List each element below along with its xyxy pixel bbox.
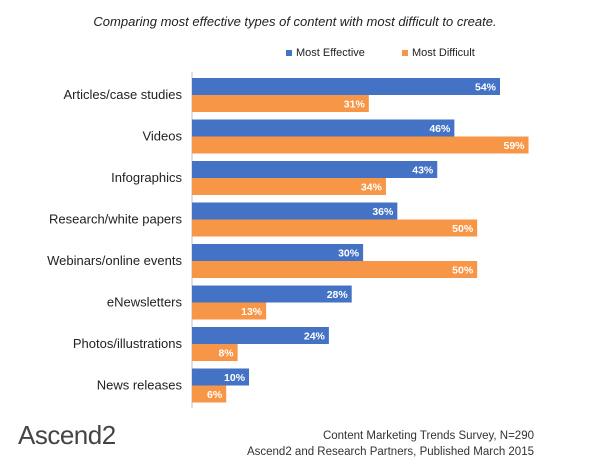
category-label: eNewsletters [107,295,183,310]
chart-footer: Content Marketing Trends Survey, N=290 A… [247,428,534,460]
data-label: 13% [241,306,263,318]
category-label: Research/white papers [49,212,182,227]
bar-most-difficult [192,136,529,154]
data-label: 34% [361,182,383,194]
data-label: 50% [452,265,474,277]
bar-chart: Articles/case studies 54% 31% Videos 46% 59% I… [47,47,529,408]
bar-most-effective [192,285,352,303]
bar-most-difficult [192,261,478,278]
data-label: 36% [372,206,394,218]
category-label: Articles/case studies [64,87,183,102]
data-label: 30% [338,248,360,260]
data-label: 46% [429,123,451,135]
category-label: Infographics [111,170,182,185]
data-label: 43% [412,165,434,177]
legend-label: Most Difficult [412,47,475,59]
data-label: 24% [304,331,326,343]
data-label: 8% [218,348,234,360]
legend-swatch-most-difficult [402,50,408,56]
bar-most-effective [192,119,455,137]
bar-most-effective [192,327,329,344]
data-label: 31% [344,99,366,111]
bar-most-effective [192,244,364,261]
data-label: 10% [224,372,246,384]
bar-most-difficult [192,219,478,237]
legend-swatch-most-effective [286,50,292,56]
chart-title: Comparing most effective types of conten… [93,14,497,29]
bar-most-effective [192,78,500,95]
source-line-1: Content Marketing Trends Survey, N=290 [322,430,534,442]
bar-most-difficult [192,178,386,195]
bar-most-difficult [192,344,238,361]
bar-most-effective [192,161,438,178]
data-label: 59% [504,140,526,152]
data-label: 54% [475,82,497,94]
category-label: News releases [97,378,183,393]
ascend2-logo: Ascend2 [18,420,116,450]
bar-most-effective [192,368,250,386]
data-label: 28% [327,289,349,301]
source-line-2: Ascend2 and Research Partners, Published… [246,446,534,458]
data-label: 50% [452,223,474,235]
category-label: Photos/illustrations [73,336,183,351]
bar-most-difficult [192,385,227,403]
legend-label: Most Effective [296,47,365,59]
bar-most-difficult [192,95,369,112]
category-label: Videos [142,129,182,144]
data-label: 6% [207,389,223,401]
bar-most-effective [192,202,398,220]
bar-most-difficult [192,302,267,320]
category-label: Webinars/online events [47,253,182,268]
